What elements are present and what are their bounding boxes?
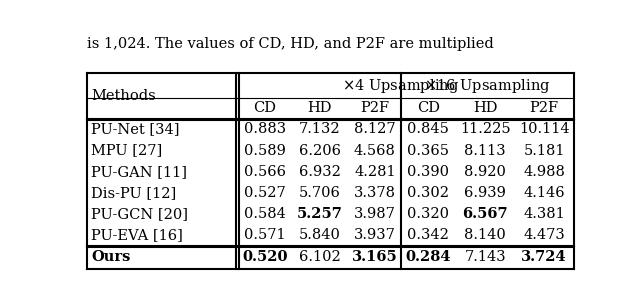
Text: MPU [27]: MPU [27] — [92, 144, 163, 158]
Text: 7.143: 7.143 — [465, 250, 506, 264]
Text: Dis-PU [12]: Dis-PU [12] — [92, 186, 177, 200]
Text: PU-GAN [11]: PU-GAN [11] — [92, 165, 188, 179]
Text: 0.520: 0.520 — [242, 250, 288, 264]
Text: 11.225: 11.225 — [460, 122, 511, 136]
Text: 0.845: 0.845 — [408, 122, 449, 136]
Text: 5.181: 5.181 — [524, 144, 565, 158]
Text: 7.132: 7.132 — [299, 122, 340, 136]
Text: 4.281: 4.281 — [354, 165, 396, 179]
Text: 4.568: 4.568 — [354, 144, 396, 158]
Text: 6.567: 6.567 — [463, 207, 508, 221]
Text: 4.473: 4.473 — [524, 229, 565, 242]
Text: 0.571: 0.571 — [244, 229, 286, 242]
Text: 4.146: 4.146 — [524, 186, 565, 200]
Text: $\times$4 Upsampling: $\times$4 Upsampling — [342, 77, 459, 95]
Text: 5.257: 5.257 — [297, 207, 343, 221]
Text: 8.127: 8.127 — [354, 122, 396, 136]
Text: 8.113: 8.113 — [465, 144, 506, 158]
Text: 0.284: 0.284 — [406, 250, 451, 264]
Text: HD: HD — [308, 101, 332, 115]
Text: 0.566: 0.566 — [244, 165, 286, 179]
Text: 0.584: 0.584 — [244, 207, 286, 221]
Text: 5.840: 5.840 — [299, 229, 341, 242]
Text: 6.932: 6.932 — [299, 165, 341, 179]
Text: 0.302: 0.302 — [407, 186, 449, 200]
Text: Ours: Ours — [92, 250, 131, 264]
Text: Methods: Methods — [92, 89, 156, 103]
Text: 0.883: 0.883 — [244, 122, 286, 136]
Text: 0.527: 0.527 — [244, 186, 286, 200]
Text: CD: CD — [253, 101, 276, 115]
Text: 0.589: 0.589 — [244, 144, 286, 158]
Text: 8.920: 8.920 — [464, 165, 506, 179]
Text: 0.342: 0.342 — [408, 229, 449, 242]
Text: is 1,024. The values of CD, HD, and P2F are multiplied: is 1,024. The values of CD, HD, and P2F … — [88, 37, 494, 51]
Text: 6.206: 6.206 — [299, 144, 341, 158]
Text: HD: HD — [473, 101, 497, 115]
Text: 0.320: 0.320 — [407, 207, 449, 221]
Text: 0.390: 0.390 — [407, 165, 449, 179]
Text: 3.378: 3.378 — [354, 186, 396, 200]
Text: 5.706: 5.706 — [299, 186, 341, 200]
Text: P2F: P2F — [529, 101, 559, 115]
Text: PU-EVA [16]: PU-EVA [16] — [92, 229, 183, 242]
Text: 3.724: 3.724 — [521, 250, 567, 264]
Text: 3.987: 3.987 — [354, 207, 396, 221]
Text: 0.365: 0.365 — [407, 144, 449, 158]
Text: 4.988: 4.988 — [523, 165, 565, 179]
Text: PU-Net [34]: PU-Net [34] — [92, 122, 180, 136]
Text: 3.165: 3.165 — [352, 250, 397, 264]
Text: 6.939: 6.939 — [464, 186, 506, 200]
Text: P2F: P2F — [360, 101, 389, 115]
Text: 3.937: 3.937 — [354, 229, 396, 242]
Text: CD: CD — [417, 101, 440, 115]
Text: 6.102: 6.102 — [299, 250, 340, 264]
Text: 10.114: 10.114 — [519, 122, 570, 136]
Text: 8.140: 8.140 — [465, 229, 506, 242]
Text: PU-GCN [20]: PU-GCN [20] — [92, 207, 188, 221]
Text: $\times$16 Upsampling: $\times$16 Upsampling — [424, 77, 550, 95]
Text: 4.381: 4.381 — [524, 207, 565, 221]
